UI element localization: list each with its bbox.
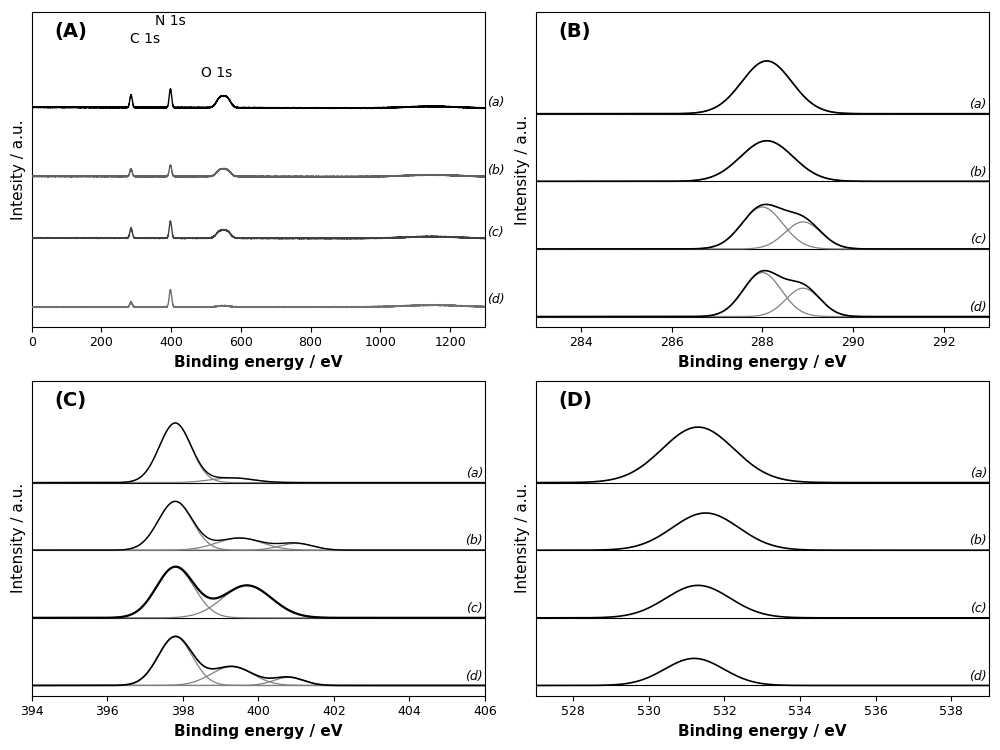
Text: (a): (a) [970,466,987,480]
Text: (B): (B) [558,22,591,40]
Text: (c): (c) [466,602,483,615]
Text: (c): (c) [487,226,503,238]
Y-axis label: Intesity / a.u.: Intesity / a.u. [11,119,26,220]
Text: O 1s: O 1s [201,66,232,80]
Text: (D): (D) [558,391,592,410]
Text: (d): (d) [969,670,987,682]
Text: (A): (A) [54,22,87,40]
Text: (c): (c) [970,233,987,246]
Text: (b): (b) [465,535,483,548]
Y-axis label: Intensity / a.u.: Intensity / a.u. [11,483,26,593]
Text: (a): (a) [969,98,987,111]
Text: (d): (d) [969,301,987,314]
X-axis label: Binding energy / eV: Binding energy / eV [678,355,846,370]
Text: (d): (d) [465,670,483,682]
Text: (b): (b) [487,164,504,177]
Y-axis label: Intensity / a.u.: Intensity / a.u. [515,483,530,593]
Text: C 1s: C 1s [130,32,160,46]
Text: (c): (c) [970,602,987,615]
X-axis label: Binding energy / eV: Binding energy / eV [174,724,343,739]
Text: (b): (b) [969,535,987,548]
Text: (a): (a) [466,466,483,480]
X-axis label: Binding energy / eV: Binding energy / eV [678,724,846,739]
Text: (d): (d) [487,293,504,307]
Text: (a): (a) [487,96,504,109]
Text: (b): (b) [969,166,987,178]
Text: N 1s: N 1s [155,13,186,28]
X-axis label: Binding energy / eV: Binding energy / eV [174,355,343,370]
Y-axis label: Intensity / a.u.: Intensity / a.u. [515,115,530,224]
Text: (C): (C) [54,391,86,410]
